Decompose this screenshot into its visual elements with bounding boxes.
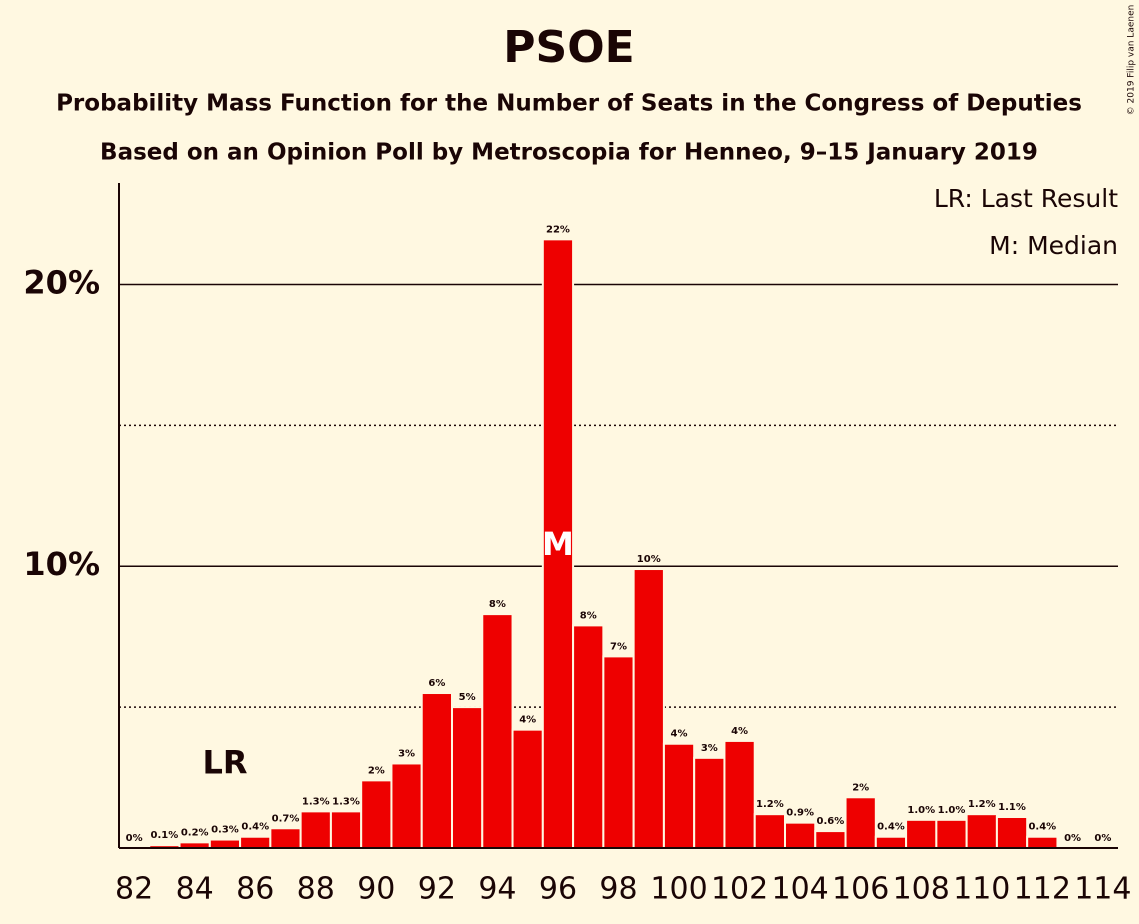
value-label: 22% [546, 224, 570, 235]
value-label: 0.9% [786, 808, 814, 819]
bar [1026, 835, 1059, 850]
bar [965, 813, 998, 850]
value-label: 4% [731, 726, 748, 737]
value-label: 0% [1094, 833, 1111, 844]
bar [511, 728, 544, 849]
bar [602, 655, 635, 849]
value-label: 1.3% [302, 796, 330, 807]
value-label: 1.2% [968, 799, 996, 810]
x-tick-label: 92 [418, 872, 456, 907]
x-tick-label: 106 [832, 872, 889, 907]
x-tick-label: 88 [297, 872, 335, 907]
copyright: © 2019 Filip van Laenen [1127, 5, 1137, 116]
x-tick-label: 114 [1074, 872, 1131, 907]
value-label: 2% [852, 782, 869, 793]
value-label: 1.1% [998, 802, 1026, 813]
chart-subtitle: Probability Mass Function for the Number… [56, 91, 1082, 117]
bar [723, 739, 756, 849]
bar [935, 818, 968, 849]
value-label: 1.0% [907, 805, 935, 816]
bar [360, 779, 393, 849]
legend-entry: M: Median [989, 231, 1118, 260]
bar [784, 821, 817, 849]
bar [269, 827, 302, 850]
value-label: 0.1% [151, 830, 179, 841]
value-label: 5% [459, 692, 476, 703]
legend-entry: LR: Last Result [934, 184, 1118, 213]
x-tick-label: 90 [357, 872, 395, 907]
value-label: 0.4% [241, 822, 269, 833]
value-label: 0.2% [181, 827, 209, 838]
value-label: 7% [610, 641, 627, 652]
last-result-marker: LR [202, 744, 247, 782]
value-label: 4% [519, 715, 536, 726]
value-label: 0.4% [1028, 822, 1056, 833]
value-label: 0% [126, 833, 143, 844]
x-tick-label: 86 [236, 872, 274, 907]
bar [814, 830, 847, 849]
x-tick-label: 104 [772, 872, 829, 907]
bar [844, 796, 877, 850]
bar [693, 756, 726, 849]
chart-title: PSOE [503, 22, 634, 73]
bar [572, 624, 605, 849]
value-label: 8% [580, 610, 597, 621]
x-tick-label: 108 [893, 872, 950, 907]
bar [753, 813, 787, 850]
value-label: 8% [489, 599, 506, 610]
value-label: 3% [398, 748, 415, 759]
bar [874, 835, 908, 850]
y-tick-label: 10% [23, 545, 100, 583]
value-label: 4% [671, 729, 688, 740]
bar [239, 835, 272, 850]
value-label: 2% [368, 765, 385, 776]
bar [299, 810, 332, 850]
y-tick-label: 20% [23, 263, 100, 301]
value-label: 3% [701, 743, 718, 754]
chart-subtitle: Based on an Opinion Poll by Metroscopia … [100, 140, 1038, 166]
bar [451, 706, 484, 849]
value-label: 10% [637, 554, 661, 565]
bar [632, 568, 665, 849]
value-label: 1.3% [332, 796, 360, 807]
x-tick-label: 84 [176, 872, 214, 907]
x-tick-label: 112 [1014, 872, 1071, 907]
x-tick-label: 102 [711, 872, 768, 907]
value-label: 0% [1064, 833, 1081, 844]
bar [905, 818, 938, 849]
bar [420, 692, 453, 849]
value-label: 0.7% [272, 813, 300, 824]
bar [995, 816, 1029, 849]
x-tick-label: 82 [115, 872, 153, 907]
bar [390, 762, 423, 850]
bar [662, 742, 696, 849]
x-tick-label: 100 [650, 872, 707, 907]
value-label: 0.4% [877, 822, 905, 833]
value-label: 0.3% [211, 825, 239, 836]
value-label: 0.6% [817, 816, 845, 827]
x-tick-label: 96 [539, 872, 577, 907]
value-label: 1.2% [756, 799, 784, 810]
median-marker: M [542, 525, 574, 563]
x-tick-label: 94 [478, 872, 516, 907]
value-label: 6% [428, 678, 445, 689]
bar [208, 838, 242, 850]
x-tick-label: 110 [953, 872, 1010, 907]
bar [329, 810, 363, 850]
x-tick-label: 98 [599, 872, 637, 907]
value-label: 1.0% [938, 805, 966, 816]
bar [481, 613, 514, 849]
